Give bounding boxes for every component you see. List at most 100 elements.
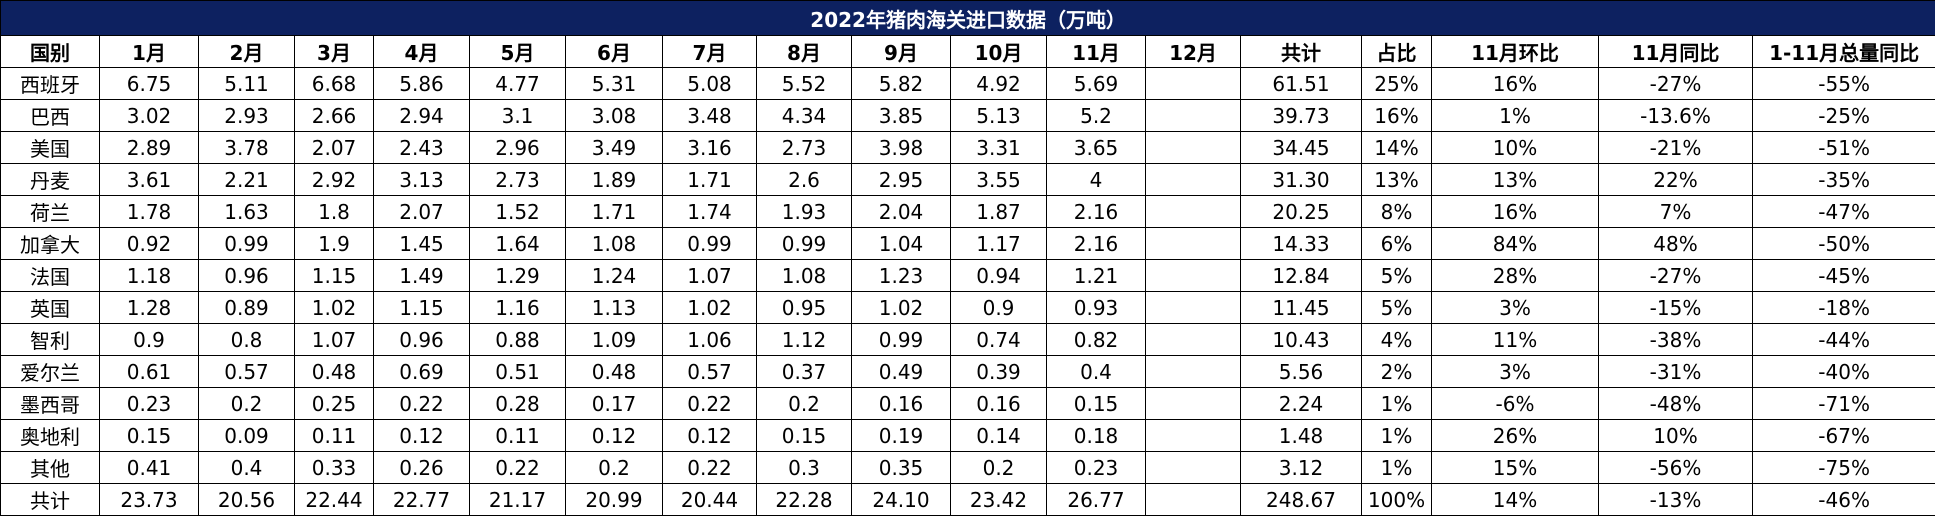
data-cell: -47% xyxy=(1751,195,1935,228)
data-cell: 1.09 xyxy=(565,323,663,356)
data-cell xyxy=(1145,323,1241,356)
table-title: 2022年猪肉海关进口数据（万吨） xyxy=(0,0,1935,36)
data-cell: 26.77 xyxy=(1046,483,1146,516)
data-cell: 3.08 xyxy=(565,99,663,132)
data-cell: 5.31 xyxy=(565,67,663,100)
data-row: 英国 1.28 0.89 1.02 1.15 1.16 1.13 1.02 0.95 1.02 0.… xyxy=(0,291,1935,324)
data-cell: 11% xyxy=(1431,323,1599,356)
data-cell: 1.64 xyxy=(469,227,566,260)
data-cell: 2.6 xyxy=(756,163,852,196)
data-cell: 1.04 xyxy=(851,227,951,260)
data-cell: 4.92 xyxy=(950,67,1047,100)
data-cell: 1.02 xyxy=(851,291,951,324)
data-cell: -48% xyxy=(1598,387,1753,420)
row-label: 墨西哥 xyxy=(0,387,100,420)
data-cell: 6% xyxy=(1361,227,1432,260)
data-cell: 3% xyxy=(1431,291,1599,324)
data-row: 法国 1.18 0.96 1.15 1.49 1.29 1.24 1.07 1.08 1.23 0.… xyxy=(0,259,1935,292)
data-cell: 1% xyxy=(1361,387,1432,420)
data-row: 奥地利 0.15 0.09 0.11 0.12 0.11 0.12 0.12 0.15 0.19 0… xyxy=(0,419,1935,452)
data-cell: 20.44 xyxy=(662,483,757,516)
data-cell xyxy=(1145,451,1241,484)
data-cell: 1.78 xyxy=(99,195,199,228)
row-label: 荷兰 xyxy=(0,195,100,228)
data-cell: 24.10 xyxy=(851,483,951,516)
data-cell xyxy=(1145,387,1241,420)
data-cell: 23.73 xyxy=(99,483,199,516)
data-cell: 2.92 xyxy=(294,163,374,196)
data-cell: 2.16 xyxy=(1046,195,1146,228)
data-cell: 5% xyxy=(1361,259,1432,292)
row-label: 智利 xyxy=(0,323,100,356)
header-cell: 1-11月总量同比 xyxy=(1751,35,1935,68)
data-cell: 16% xyxy=(1361,99,1432,132)
data-row: 西班牙 6.75 5.11 6.68 5.86 4.77 5.31 5.08 5.52 5.82 4… xyxy=(0,67,1935,100)
data-row: 丹麦 3.61 2.21 2.92 3.13 2.73 1.89 1.71 2.6 2.95 3.5… xyxy=(0,163,1935,196)
data-cell: 20.56 xyxy=(198,483,295,516)
data-cell: -35% xyxy=(1751,163,1935,196)
data-cell: 1.08 xyxy=(756,259,852,292)
data-cell: 0.2 xyxy=(198,387,295,420)
data-cell: 1.29 xyxy=(469,259,566,292)
data-cell: 0.9 xyxy=(950,291,1047,324)
data-cell: -21% xyxy=(1598,131,1753,164)
data-cell: 1.9 xyxy=(294,227,374,260)
header-cell: 占比 xyxy=(1361,35,1432,68)
row-label: 奥地利 xyxy=(0,419,100,452)
data-cell: 0.93 xyxy=(1046,291,1146,324)
data-cell: 1.23 xyxy=(851,259,951,292)
data-cell: 6.68 xyxy=(294,67,374,100)
data-row: 巴西 3.02 2.93 2.66 2.94 3.1 3.08 3.48 4.34 3.85 5.1… xyxy=(0,99,1935,132)
data-cell: 0.18 xyxy=(1046,419,1146,452)
header-cell: 3月 xyxy=(294,35,374,68)
data-cell: 1.02 xyxy=(662,291,757,324)
data-cell: 2.21 xyxy=(198,163,295,196)
data-cell: -27% xyxy=(1598,259,1753,292)
row-label: 美国 xyxy=(0,131,100,164)
data-cell: 2.04 xyxy=(851,195,951,228)
row-label: 丹麦 xyxy=(0,163,100,196)
header-cell: 1月 xyxy=(99,35,199,68)
data-cell: 1.24 xyxy=(565,259,663,292)
data-cell: 0.15 xyxy=(1046,387,1146,420)
data-cell: 22.44 xyxy=(294,483,374,516)
data-cell: 1.12 xyxy=(756,323,852,356)
data-cell: 3.48 xyxy=(662,99,757,132)
data-cell: 5.2 xyxy=(1046,99,1146,132)
data-row: 智利 0.9 0.8 1.07 0.96 0.88 1.09 1.06 1.12 0.99 0.74… xyxy=(0,323,1935,356)
data-cell: -6% xyxy=(1431,387,1599,420)
data-row: 墨西哥 0.23 0.2 0.25 0.22 0.28 0.17 0.22 0.2 0.16 0.1… xyxy=(0,387,1935,420)
data-cell: 25% xyxy=(1361,67,1432,100)
data-cell: 84% xyxy=(1431,227,1599,260)
data-cell: 1.13 xyxy=(565,291,663,324)
data-cell: 0.48 xyxy=(565,355,663,388)
data-cell: 61.51 xyxy=(1240,67,1362,100)
data-cell: 0.8 xyxy=(198,323,295,356)
data-cell: 248.67 xyxy=(1240,483,1362,516)
data-cell xyxy=(1145,355,1241,388)
data-cell: 2.95 xyxy=(851,163,951,196)
data-cell: 0.12 xyxy=(662,419,757,452)
data-cell: 3.98 xyxy=(851,131,951,164)
data-cell: 3.55 xyxy=(950,163,1047,196)
data-cell: 0.69 xyxy=(373,355,470,388)
data-cell: 0.4 xyxy=(198,451,295,484)
data-cell xyxy=(1145,259,1241,292)
data-cell: 10.43 xyxy=(1240,323,1362,356)
data-cell: 4 xyxy=(1046,163,1146,196)
data-cell: 0.22 xyxy=(469,451,566,484)
data-cell: 21.17 xyxy=(469,483,566,516)
data-cell: 0.14 xyxy=(950,419,1047,452)
data-cell: -18% xyxy=(1751,291,1935,324)
data-cell: 0.61 xyxy=(99,355,199,388)
data-cell: 5.52 xyxy=(756,67,852,100)
header-cell: 8月 xyxy=(756,35,852,68)
data-cell: 2.43 xyxy=(373,131,470,164)
data-cell: 0.88 xyxy=(469,323,566,356)
data-cell: -15% xyxy=(1598,291,1753,324)
row-label: 共计 xyxy=(0,483,100,516)
data-cell: 16% xyxy=(1431,195,1599,228)
data-cell xyxy=(1145,99,1241,132)
data-cell: 0.23 xyxy=(1046,451,1146,484)
data-cell: 5.11 xyxy=(198,67,295,100)
